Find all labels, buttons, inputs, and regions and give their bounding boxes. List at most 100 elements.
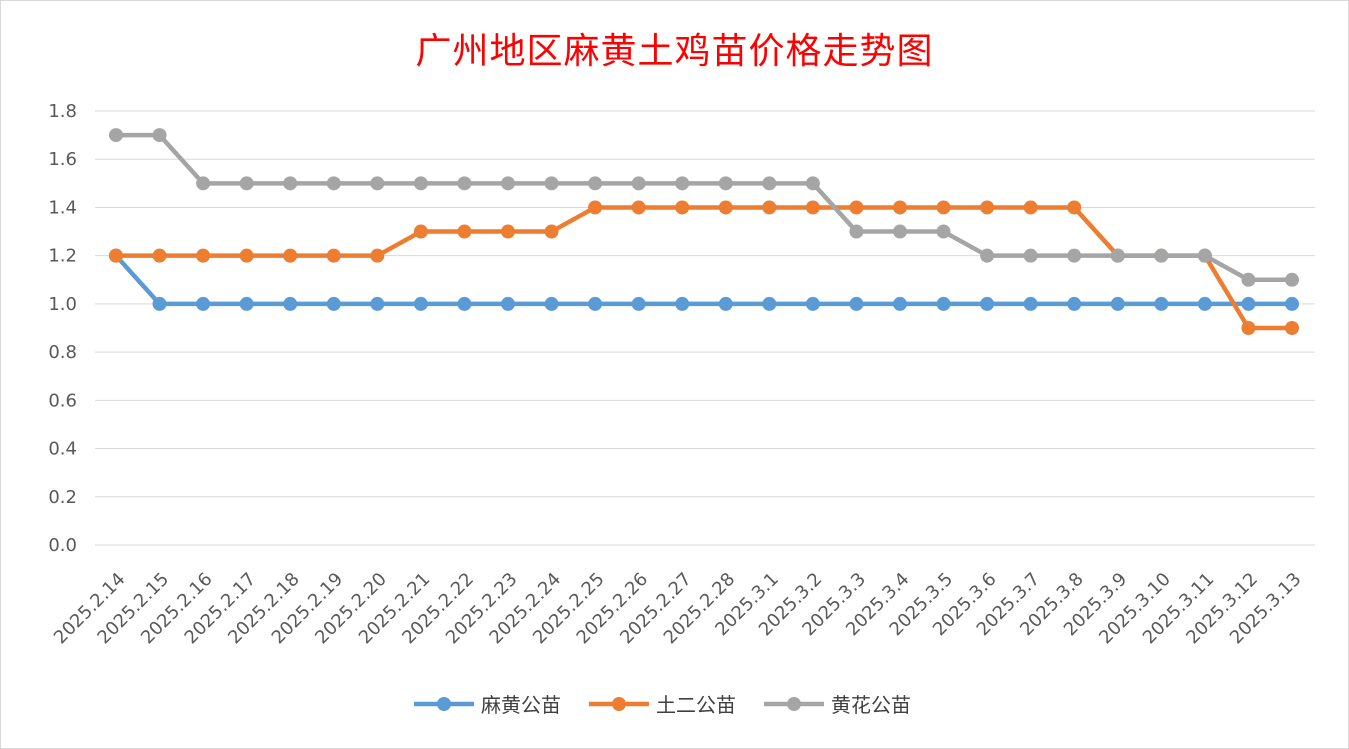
data-point xyxy=(1241,296,1256,311)
data-point xyxy=(849,224,864,239)
data-point xyxy=(501,176,515,191)
data-point xyxy=(631,176,646,191)
data-point xyxy=(370,248,385,263)
y-tick-label: 1.6 xyxy=(48,149,77,170)
data-point xyxy=(631,296,646,311)
data-point xyxy=(283,296,298,311)
data-point xyxy=(1067,296,1082,311)
y-axis-ticks: 0.0 0.2 0.4 0.6 0.8 1.0 1.2 1.4 1.6 1.8 xyxy=(48,101,77,556)
series-line xyxy=(114,254,1292,307)
series-group xyxy=(109,128,1299,335)
data-point xyxy=(413,296,428,311)
data-point xyxy=(109,128,123,143)
data-point xyxy=(1067,200,1082,215)
data-point xyxy=(631,200,646,215)
legend: 麻黄公苗 土二公苗 黄花公苗 xyxy=(414,693,911,717)
series-3 xyxy=(109,128,1299,287)
data-point xyxy=(980,248,995,263)
data-point xyxy=(893,296,907,311)
data-point xyxy=(980,296,995,311)
data-point xyxy=(588,296,603,311)
data-point xyxy=(239,248,254,263)
y-tick-label: 0.0 xyxy=(48,535,77,556)
data-point xyxy=(196,176,211,191)
y-tick-label: 0.2 xyxy=(48,487,77,508)
data-point xyxy=(980,200,995,215)
data-point xyxy=(457,176,472,191)
data-point xyxy=(893,200,907,215)
data-point xyxy=(805,176,820,191)
data-point xyxy=(413,176,428,191)
data-point xyxy=(936,296,951,311)
data-point xyxy=(239,296,254,311)
data-point xyxy=(1285,272,1299,287)
data-point xyxy=(588,176,603,191)
data-point xyxy=(501,224,515,239)
data-point xyxy=(1197,248,1212,263)
data-point xyxy=(457,296,472,311)
series-2 xyxy=(109,200,1299,335)
chart-title: 广州地区麻黄土鸡苗价格走势图 xyxy=(415,31,934,72)
data-point xyxy=(588,200,603,215)
data-point xyxy=(762,296,777,311)
data-point xyxy=(457,224,472,239)
data-point xyxy=(1285,321,1299,335)
data-point xyxy=(849,296,864,311)
data-point xyxy=(1241,321,1256,335)
data-point xyxy=(718,176,733,191)
data-point xyxy=(675,176,690,191)
data-point xyxy=(718,200,733,215)
data-point xyxy=(1067,248,1082,263)
legend-label: 黄花公苗 xyxy=(831,693,911,717)
data-point xyxy=(805,296,820,311)
y-tick-label: 1.4 xyxy=(48,197,77,218)
gridlines xyxy=(95,110,1315,546)
data-point xyxy=(109,248,123,263)
data-point xyxy=(936,224,951,239)
legend-marker xyxy=(437,697,451,711)
series-line xyxy=(116,205,1292,331)
data-point xyxy=(805,200,820,215)
y-tick-label: 0.4 xyxy=(48,439,77,460)
y-tick-label: 0.6 xyxy=(48,390,77,411)
data-point xyxy=(675,296,690,311)
data-point xyxy=(1023,248,1038,263)
data-point xyxy=(544,296,559,311)
data-point xyxy=(152,128,167,143)
data-point xyxy=(326,296,341,311)
data-point xyxy=(152,296,167,311)
data-point xyxy=(196,296,211,311)
data-point xyxy=(762,200,777,215)
x-axis-ticks: 2025.2.142025.2.152025.2.162025.2.172025… xyxy=(50,569,1306,649)
data-point xyxy=(1154,248,1169,263)
series-line xyxy=(116,132,1292,283)
data-point xyxy=(544,176,559,191)
data-point xyxy=(1023,296,1038,311)
data-point xyxy=(849,200,864,215)
legend-label: 麻黄公苗 xyxy=(481,693,561,717)
data-point xyxy=(936,200,951,215)
data-point xyxy=(762,176,777,191)
data-point xyxy=(1197,296,1212,311)
data-point xyxy=(283,176,298,191)
data-point xyxy=(501,296,515,311)
data-point xyxy=(370,176,385,191)
data-point xyxy=(196,248,211,263)
legend-label: 土二公苗 xyxy=(656,693,736,717)
data-point xyxy=(1285,296,1299,311)
y-tick-label: 1.8 xyxy=(48,101,77,122)
data-point xyxy=(413,224,428,239)
data-point xyxy=(544,224,559,239)
data-point xyxy=(326,248,341,263)
data-point xyxy=(1110,248,1125,263)
legend-marker xyxy=(612,697,626,711)
data-point xyxy=(675,200,690,215)
data-point xyxy=(1154,296,1169,311)
data-point xyxy=(893,224,907,239)
data-point xyxy=(1241,272,1256,287)
y-tick-label: 1.2 xyxy=(48,246,77,267)
data-point xyxy=(283,248,298,263)
data-point xyxy=(1110,296,1125,311)
